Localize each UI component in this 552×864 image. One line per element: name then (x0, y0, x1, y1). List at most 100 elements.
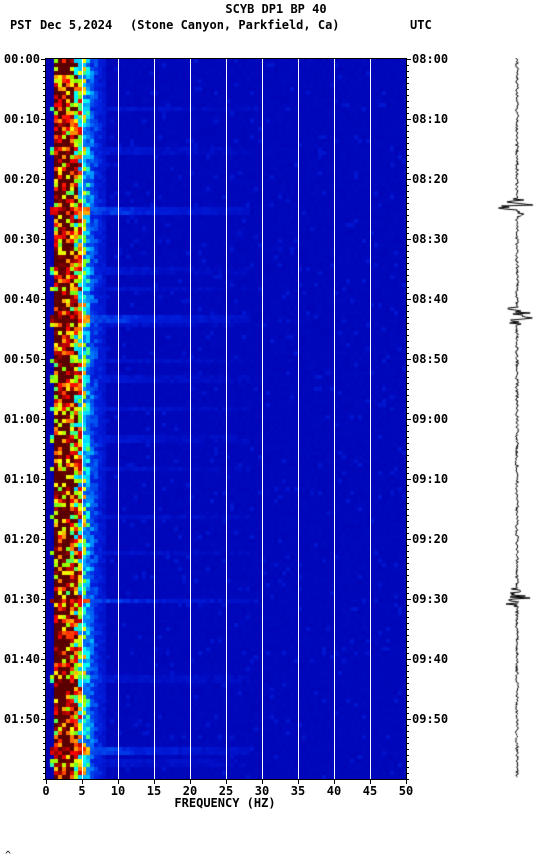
y-minor-tick-right (406, 245, 409, 246)
y-minor-tick-left (43, 83, 46, 84)
y-minor-tick-left (43, 533, 46, 534)
y-minor-tick-left (43, 455, 46, 456)
y-minor-tick-right (406, 551, 409, 552)
y-minor-tick-left (43, 671, 46, 672)
y-minor-tick-left (43, 257, 46, 258)
y-tick-label-left: 00:50 (4, 352, 40, 366)
y-minor-tick-right (406, 125, 409, 126)
y-minor-tick-right (406, 215, 409, 216)
y-minor-tick-left (43, 401, 46, 402)
y-minor-tick-left (43, 131, 46, 132)
y-minor-tick-right (406, 455, 409, 456)
y-minor-tick-left (43, 617, 46, 618)
y-minor-tick-left (43, 407, 46, 408)
y-minor-tick-left (43, 275, 46, 276)
y-minor-tick-right (406, 287, 409, 288)
y-tick-left (41, 539, 46, 540)
y-minor-tick-right (406, 749, 409, 750)
y-minor-tick-right (406, 641, 409, 642)
y-tick-right (406, 359, 411, 360)
y-minor-tick-right (406, 317, 409, 318)
y-tick-label-left: 00:30 (4, 232, 40, 246)
y-minor-tick-left (43, 305, 46, 306)
y-minor-tick-left (43, 755, 46, 756)
y-minor-tick-left (43, 635, 46, 636)
y-minor-tick-right (406, 635, 409, 636)
y-minor-tick-left (43, 647, 46, 648)
y-minor-tick-left (43, 743, 46, 744)
y-minor-tick-left (43, 629, 46, 630)
y-minor-tick-left (43, 107, 46, 108)
y-tick-left (41, 179, 46, 180)
y-tick-label-right: 09:10 (412, 472, 448, 486)
y-minor-tick-left (43, 641, 46, 642)
y-minor-tick-right (406, 563, 409, 564)
y-minor-tick-left (43, 749, 46, 750)
y-minor-tick-right (406, 311, 409, 312)
y-tick-right (406, 719, 411, 720)
subtitle-date: Dec 5,2024 (40, 18, 112, 32)
y-tick-left (41, 59, 46, 60)
y-minor-tick-right (406, 695, 409, 696)
y-minor-tick-right (406, 527, 409, 528)
y-tick-label-right: 09:20 (412, 532, 448, 546)
y-tick-label-right: 09:40 (412, 652, 448, 666)
y-minor-tick-left (43, 623, 46, 624)
y-minor-tick-right (406, 575, 409, 576)
y-minor-tick-left (43, 203, 46, 204)
y-minor-tick-right (406, 677, 409, 678)
y-minor-tick-right (406, 89, 409, 90)
y-minor-tick-left (43, 485, 46, 486)
y-minor-tick-right (406, 467, 409, 468)
y-minor-tick-right (406, 581, 409, 582)
y-tick-right (406, 599, 411, 600)
y-minor-tick-right (406, 83, 409, 84)
y-tick-label-right: 08:40 (412, 292, 448, 306)
y-minor-tick-left (43, 389, 46, 390)
y-minor-tick-right (406, 233, 409, 234)
footer-mark: ^ (5, 850, 11, 861)
y-minor-tick-left (43, 383, 46, 384)
y-tick-label-left: 01:00 (4, 412, 40, 426)
y-minor-tick-left (43, 215, 46, 216)
spectrogram-plot: 0510152025303540455000:0000:1000:2000:30… (45, 58, 407, 780)
y-minor-tick-left (43, 737, 46, 738)
subtitle-pst: PST (10, 18, 32, 32)
y-minor-tick-right (406, 293, 409, 294)
y-minor-tick-left (43, 527, 46, 528)
y-minor-tick-right (406, 713, 409, 714)
y-minor-tick-left (43, 263, 46, 264)
y-minor-tick-right (406, 113, 409, 114)
y-minor-tick-left (43, 683, 46, 684)
y-minor-tick-right (406, 485, 409, 486)
y-tick-label-right: 09:30 (412, 592, 448, 606)
y-minor-tick-right (406, 449, 409, 450)
y-minor-tick-left (43, 557, 46, 558)
y-minor-tick-left (43, 221, 46, 222)
y-tick-label-left: 00:40 (4, 292, 40, 306)
y-tick-label-left: 01:20 (4, 532, 40, 546)
y-minor-tick-right (406, 143, 409, 144)
y-minor-tick-left (43, 497, 46, 498)
y-minor-tick-left (43, 605, 46, 606)
y-minor-tick-left (43, 701, 46, 702)
y-minor-tick-left (43, 113, 46, 114)
y-minor-tick-left (43, 677, 46, 678)
y-minor-tick-left (43, 137, 46, 138)
y-minor-tick-right (406, 665, 409, 666)
y-minor-tick-left (43, 665, 46, 666)
y-minor-tick-left (43, 425, 46, 426)
y-minor-tick-left (43, 449, 46, 450)
y-tick-left (41, 359, 46, 360)
y-minor-tick-left (43, 65, 46, 66)
y-minor-tick-right (406, 731, 409, 732)
y-tick-right (406, 239, 411, 240)
gridline (370, 59, 371, 779)
y-minor-tick-left (43, 773, 46, 774)
y-minor-tick-right (406, 653, 409, 654)
y-minor-tick-right (406, 521, 409, 522)
y-minor-tick-right (406, 401, 409, 402)
y-minor-tick-right (406, 545, 409, 546)
y-tick-right (406, 59, 411, 60)
y-minor-tick-left (43, 185, 46, 186)
